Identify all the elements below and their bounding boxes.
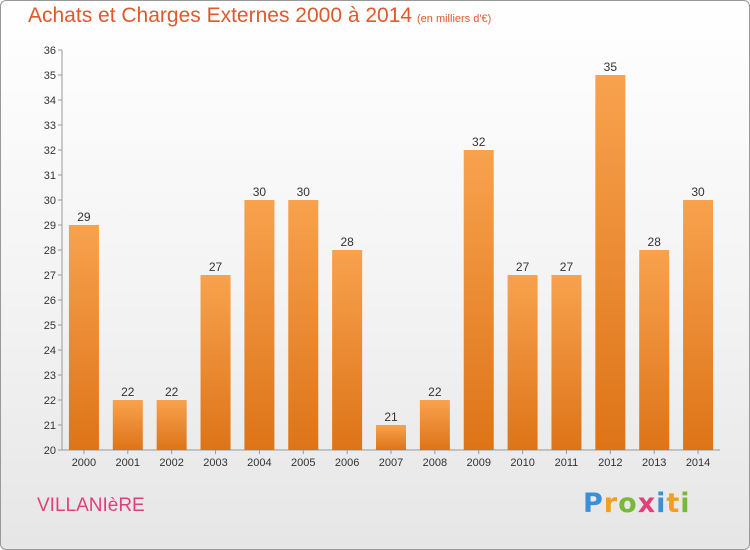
bar-value-label: 22 (165, 385, 179, 399)
x-tick-label: 2004 (247, 457, 271, 469)
bar (200, 275, 231, 450)
logo-letter: r (603, 488, 619, 519)
y-tick-label: 36 (44, 45, 56, 57)
x-tick-label: 2005 (291, 457, 315, 469)
proxiti-logo: Proxiti (583, 488, 691, 519)
y-tick-label: 30 (44, 195, 56, 207)
y-tick-label: 32 (44, 145, 56, 157)
logo-letter: t (666, 488, 681, 519)
y-tick-label: 26 (44, 295, 56, 307)
y-tick-label: 27 (44, 270, 56, 282)
bar (68, 225, 99, 450)
bar-value-label: 27 (560, 260, 574, 274)
chart-title: Achats et Charges Externes 2000 à 2014 (28, 4, 413, 27)
y-tick-label: 35 (44, 70, 56, 82)
town-name: VILLANIèRE (37, 495, 145, 516)
y-tick-label: 22 (44, 395, 56, 407)
bar (112, 400, 143, 450)
axes: 20 21 22 23 24 25 26 27 28 29 30 31 32 33 34 35 36 2000 20… (44, 45, 720, 469)
y-tick-label: 31 (44, 170, 56, 182)
bar (156, 400, 187, 450)
bar (507, 275, 538, 450)
bar-value-label: 30 (297, 185, 311, 199)
logo-letter: i (656, 488, 667, 519)
x-tick-label: 2008 (423, 457, 447, 469)
bar (419, 400, 450, 450)
y-tick-label: 23 (44, 370, 56, 382)
bar-value-label: 22 (428, 385, 442, 399)
bar-value-label: 27 (209, 260, 223, 274)
x-tick-label: 2006 (335, 457, 359, 469)
bar-value-label: 35 (604, 60, 618, 74)
bar (376, 425, 406, 450)
bar (595, 75, 626, 450)
bar-value-label: 30 (691, 185, 705, 199)
bar (244, 200, 275, 450)
bar-value-label: 28 (340, 235, 354, 249)
bar-value-label: 30 (253, 185, 267, 199)
y-tick-label: 33 (44, 120, 56, 132)
bar-value-label: 28 (648, 235, 662, 249)
bar (639, 250, 670, 450)
x-tick-label: 2010 (510, 457, 534, 469)
bar (288, 200, 319, 450)
x-tick-label: 2009 (466, 457, 490, 469)
bars: 29 22 22 27 30 30 28 21 22 32 27 27 35 28 30 (68, 60, 714, 450)
x-tick-label: 2012 (598, 457, 622, 469)
y-tick-label: 24 (44, 345, 56, 357)
bar (683, 200, 714, 450)
x-tick-label: 2000 (72, 457, 96, 469)
x-tick-label: 2007 (379, 457, 403, 469)
y-tick-label: 21 (44, 420, 56, 432)
logo-letter: o (618, 488, 638, 519)
logo-letter: i (680, 488, 691, 519)
bar (332, 250, 363, 450)
y-tick-label: 28 (44, 245, 56, 257)
bar-value-label: 21 (384, 410, 398, 424)
logo-letter: P (583, 488, 604, 519)
x-tick-label: 2013 (642, 457, 666, 469)
y-tick-label: 20 (44, 445, 56, 457)
y-tick-label: 25 (44, 320, 56, 332)
x-tick-label: 2001 (116, 457, 140, 469)
x-tick-label: 2011 (555, 457, 579, 469)
bar-value-label: 22 (121, 385, 135, 399)
x-tick-label: 2003 (203, 457, 227, 469)
y-tick-label: 29 (44, 220, 56, 232)
bar (551, 275, 582, 450)
y-tick-label: 34 (44, 95, 56, 107)
x-tick-label: 2002 (159, 457, 183, 469)
bar-value-label: 29 (77, 210, 91, 224)
bar-value-label: 27 (516, 260, 530, 274)
logo-letter: x (637, 488, 657, 519)
bar (463, 150, 494, 450)
chart-subtitle: (en milliers d'€) (417, 13, 492, 25)
bar-value-label: 32 (472, 135, 486, 149)
x-tick-label: 2014 (686, 457, 710, 469)
